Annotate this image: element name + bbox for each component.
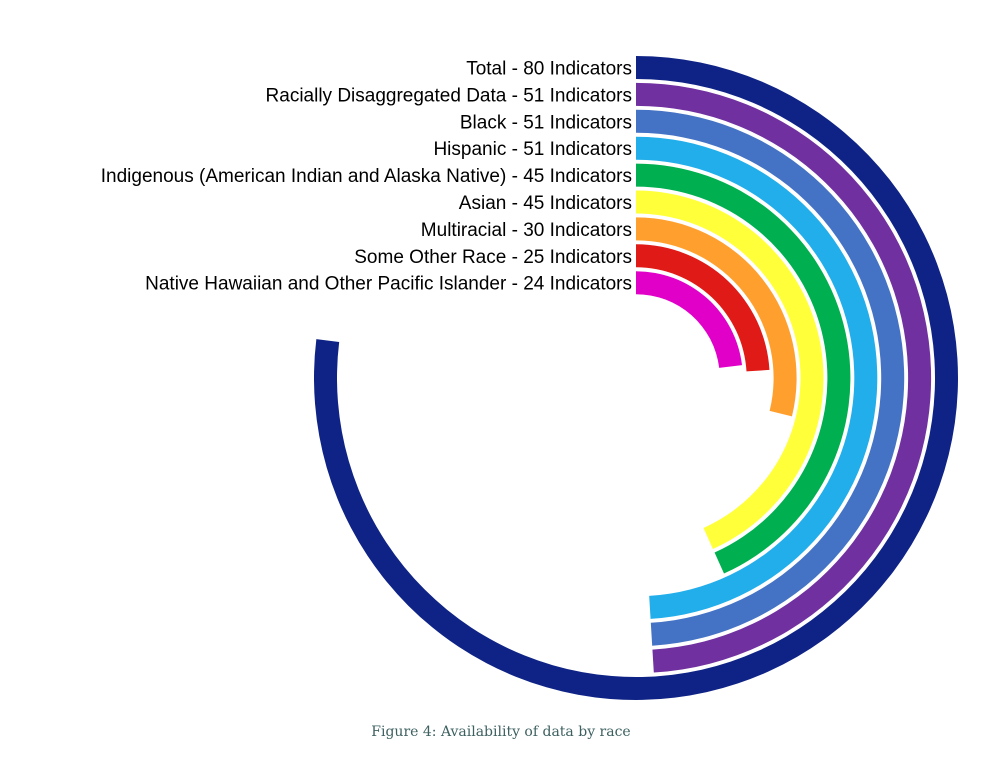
bar-label: Native Hawaiian and Other Pacific Island… [145,274,632,295]
bar-label: Multiracial - 30 Indicators [421,220,632,241]
radial-bar [636,163,851,574]
radial-bar [636,217,797,417]
bar-label: Black - 51 Indicators [460,112,632,133]
radial-bar [636,244,770,372]
figure-caption: Figure 4: Availability of data by race [371,724,631,740]
radial-bar-chart: Total - 80 Indicators Racially Disaggrega… [101,56,958,700]
bar-label: Some Other Race - 25 Indicators [354,247,632,268]
bar-label: Indigenous (American Indian and Alaska N… [101,166,632,187]
radial-bar [636,271,743,368]
bar-label: Asian - 45 Indicators [459,193,632,214]
bar-label: Total - 80 Indicators [466,59,632,80]
bar-label: Racially Disaggregated Data - 51 Indicat… [266,85,632,106]
radial-bar [636,190,824,549]
bar-label: Hispanic - 51 Indicators [433,139,632,160]
